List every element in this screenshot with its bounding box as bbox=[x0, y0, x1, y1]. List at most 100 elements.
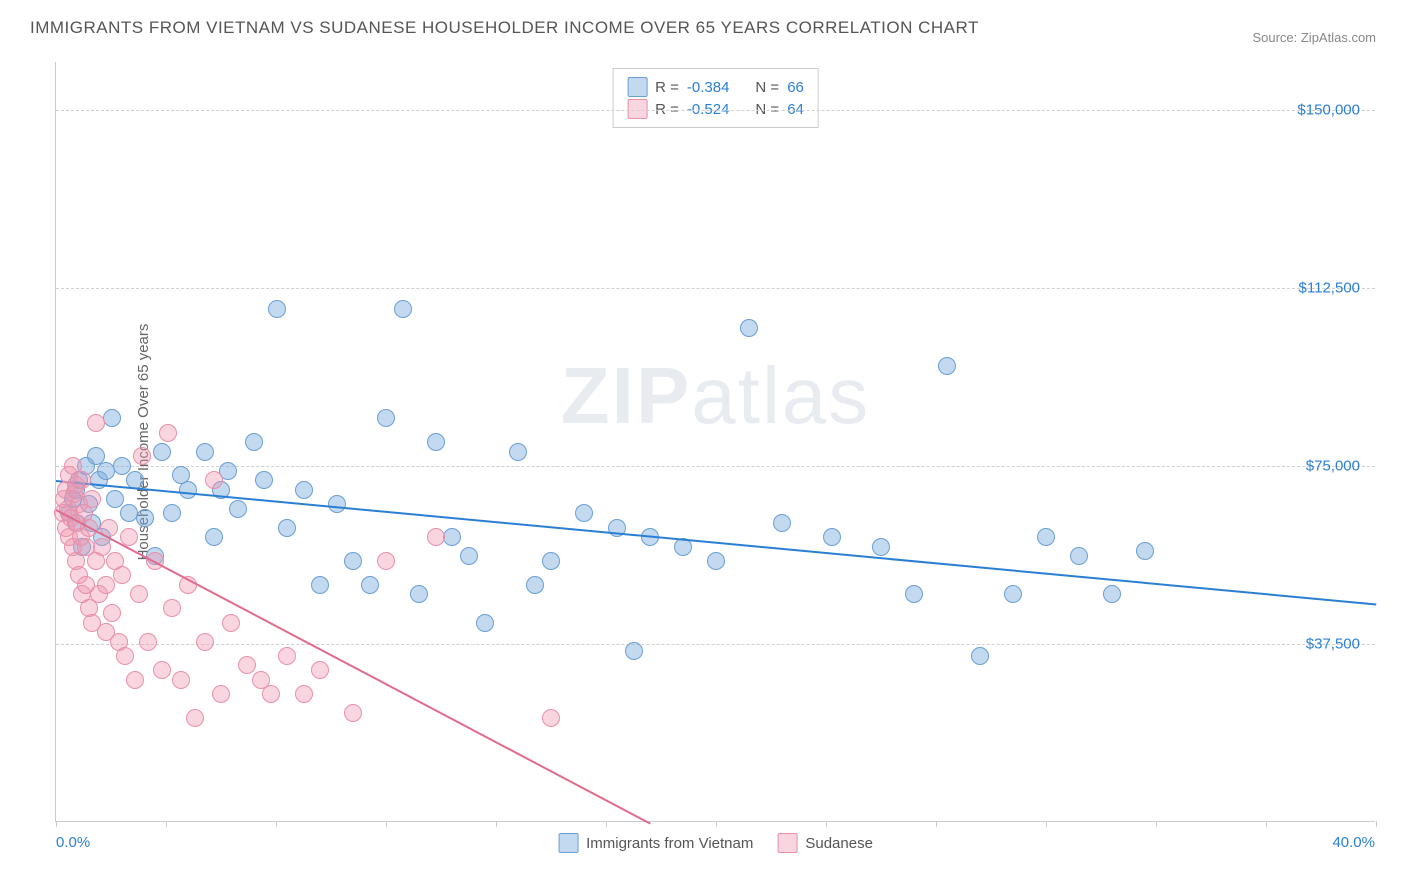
data-point bbox=[163, 504, 181, 522]
data-point bbox=[377, 552, 395, 570]
data-point bbox=[1004, 585, 1022, 603]
data-point bbox=[212, 685, 230, 703]
x-tick bbox=[1376, 821, 1377, 827]
data-point bbox=[196, 633, 214, 651]
data-point bbox=[410, 585, 428, 603]
data-point bbox=[87, 414, 105, 432]
data-point bbox=[295, 685, 313, 703]
y-tick-label: $112,500 bbox=[1299, 279, 1360, 296]
data-point bbox=[126, 671, 144, 689]
legend-swatch bbox=[558, 833, 578, 853]
n-value: 66 bbox=[787, 79, 804, 96]
data-point bbox=[938, 357, 956, 375]
x-axis-max: 40.0% bbox=[1332, 834, 1375, 851]
r-value: -0.384 bbox=[687, 79, 730, 96]
plot-area: ZIPatlas R =-0.384N =66R =-0.524N =64 0.… bbox=[55, 62, 1375, 822]
data-point bbox=[116, 647, 134, 665]
legend-item: Sudanese bbox=[777, 833, 873, 853]
data-point bbox=[113, 566, 131, 584]
legend-swatch bbox=[777, 833, 797, 853]
data-point bbox=[773, 514, 791, 532]
y-tick-label: $150,000 bbox=[1297, 101, 1360, 118]
data-point bbox=[153, 443, 171, 461]
data-point bbox=[361, 576, 379, 594]
data-point bbox=[205, 471, 223, 489]
data-point bbox=[823, 528, 841, 546]
data-point bbox=[106, 490, 124, 508]
watermark-light: atlas bbox=[691, 351, 870, 440]
gridline bbox=[56, 110, 1375, 111]
data-point bbox=[394, 300, 412, 318]
data-point bbox=[97, 576, 115, 594]
watermark: ZIPatlas bbox=[561, 350, 870, 442]
data-point bbox=[153, 661, 171, 679]
x-axis-min: 0.0% bbox=[56, 834, 90, 851]
data-point bbox=[311, 661, 329, 679]
data-point bbox=[542, 552, 560, 570]
legend-label: Sudanese bbox=[805, 835, 873, 852]
data-point bbox=[542, 709, 560, 727]
data-point bbox=[97, 462, 115, 480]
data-point bbox=[163, 599, 181, 617]
gridline bbox=[56, 288, 1375, 289]
data-point bbox=[344, 704, 362, 722]
data-point bbox=[905, 585, 923, 603]
data-point bbox=[159, 424, 177, 442]
data-point bbox=[1070, 547, 1088, 565]
data-point bbox=[130, 585, 148, 603]
x-tick bbox=[496, 821, 497, 827]
x-tick bbox=[386, 821, 387, 827]
n-label: N = bbox=[755, 79, 779, 96]
data-point bbox=[427, 433, 445, 451]
legend-item: Immigrants from Vietnam bbox=[558, 833, 753, 853]
data-point bbox=[707, 552, 725, 570]
x-tick bbox=[826, 821, 827, 827]
data-point bbox=[229, 500, 247, 518]
data-point bbox=[133, 447, 151, 465]
data-point bbox=[172, 671, 190, 689]
data-point bbox=[268, 300, 286, 318]
x-tick bbox=[716, 821, 717, 827]
data-point bbox=[509, 443, 527, 461]
watermark-bold: ZIP bbox=[561, 351, 691, 440]
data-point bbox=[245, 433, 263, 451]
data-point bbox=[1136, 542, 1154, 560]
data-point bbox=[344, 552, 362, 570]
x-tick bbox=[166, 821, 167, 827]
data-point bbox=[1103, 585, 1121, 603]
data-point bbox=[872, 538, 890, 556]
data-point bbox=[262, 685, 280, 703]
data-point bbox=[625, 642, 643, 660]
trend-line bbox=[56, 480, 1376, 605]
data-point bbox=[1037, 528, 1055, 546]
x-tick bbox=[276, 821, 277, 827]
data-point bbox=[196, 443, 214, 461]
data-point bbox=[139, 633, 157, 651]
data-point bbox=[120, 504, 138, 522]
series-legend: Immigrants from Vietnam Sudanese bbox=[558, 833, 873, 853]
y-tick-label: $75,000 bbox=[1306, 457, 1360, 474]
data-point bbox=[103, 604, 121, 622]
data-point bbox=[73, 471, 91, 489]
data-point bbox=[295, 481, 313, 499]
data-point bbox=[526, 576, 544, 594]
gridline bbox=[56, 644, 1375, 645]
correlation-legend: R =-0.384N =66R =-0.524N =64 bbox=[612, 68, 819, 128]
data-point bbox=[971, 647, 989, 665]
chart-container: Householder Income Over 65 years ZIPatla… bbox=[55, 62, 1375, 822]
data-point bbox=[238, 656, 256, 674]
data-point bbox=[311, 576, 329, 594]
legend-stat-row: R = -0.384 N = 66 bbox=[627, 77, 804, 97]
r-label: R = bbox=[655, 79, 679, 96]
data-point bbox=[427, 528, 445, 546]
data-point bbox=[136, 509, 154, 527]
data-point bbox=[113, 457, 131, 475]
chart-title: IMMIGRANTS FROM VIETNAM VS SUDANESE HOUS… bbox=[30, 18, 979, 38]
data-point bbox=[476, 614, 494, 632]
data-point bbox=[205, 528, 223, 546]
x-tick bbox=[1266, 821, 1267, 827]
data-point bbox=[328, 495, 346, 513]
x-tick bbox=[56, 821, 57, 827]
data-point bbox=[83, 490, 101, 508]
data-point bbox=[222, 614, 240, 632]
